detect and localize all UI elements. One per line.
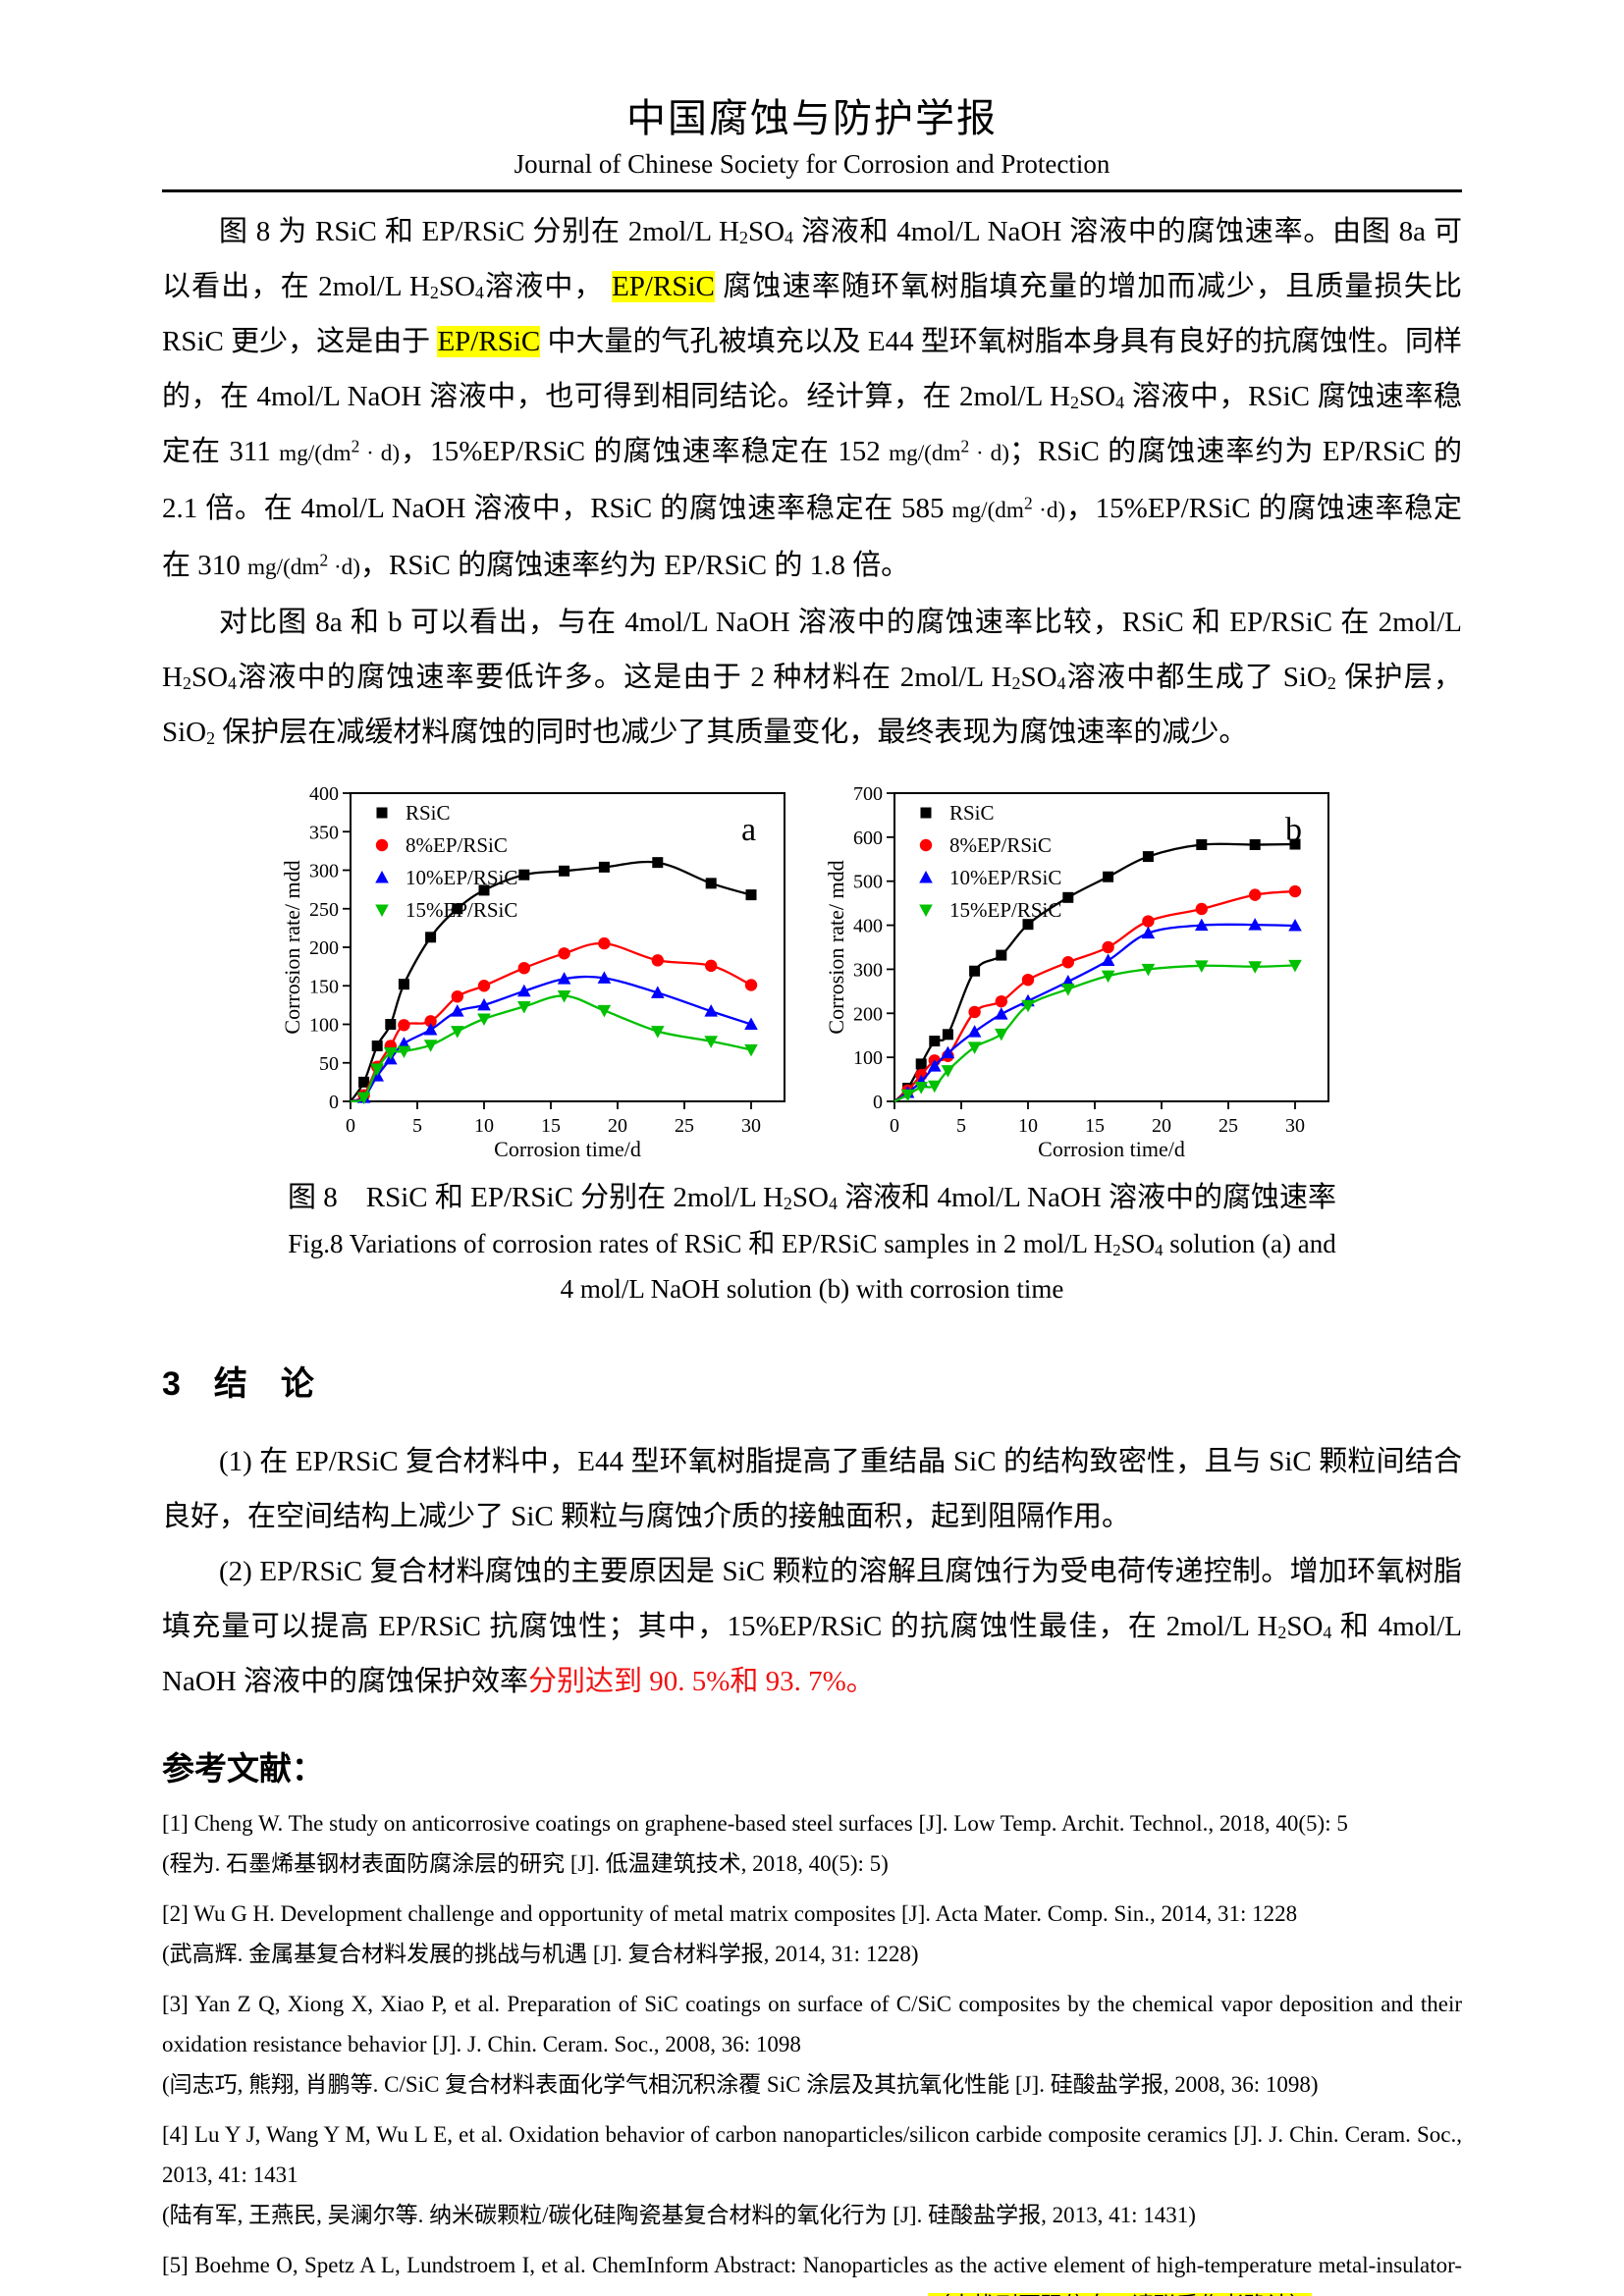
svg-text:8%EP/RSiC: 8%EP/RSiC <box>949 833 1052 857</box>
svg-text:20: 20 <box>1152 1115 1171 1137</box>
body-paragraph-1: 图 8 为 RSiC 和 EP/RSiC 分别在 2mol/L H2SO4 溶液… <box>162 216 1463 581</box>
chart-panel-a: 0 5 10 15 20 25 30 0 50 100 150 200 250 300 350 400 Corr… <box>280 781 800 1166</box>
reference-text: (武高辉. 金属基复合材料发展的挑战与机遇 [J]. 复合材料学报, 2014,… <box>162 1942 919 1966</box>
chart-svg: 0 5 10 15 20 25 30050100150200250300350400Corr… <box>280 783 785 1161</box>
svg-text:10%EP/RSiC: 10%EP/RSiC <box>949 866 1061 889</box>
svg-text:50: 50 <box>319 1053 339 1075</box>
figure-caption-en-line1: Fig.8 Variations of corrosion rates of R… <box>288 1229 1336 1259</box>
svg-text:RSiC: RSiC <box>406 801 451 825</box>
svg-text:15: 15 <box>541 1115 561 1137</box>
svg-text:Corrosion rate/ mdd: Corrosion rate/ mdd <box>280 860 304 1034</box>
svg-text:300: 300 <box>309 861 339 882</box>
reference-text: [5] Boehme O, Spetz A L, Lundstroem I, e… <box>162 2245 1462 2296</box>
svg-text:5: 5 <box>956 1115 966 1137</box>
reference-item: [5] Boehme O, Spetz A L, Lundstroem I, e… <box>162 2245 1462 2296</box>
svg-text:150: 150 <box>309 976 339 997</box>
reference-item: [1] Cheng W. The study on anticorrosive … <box>162 1803 1462 1884</box>
journal-header: 中国腐蚀与防护学报 Journal of Chinese Society for… <box>162 86 1462 180</box>
reference-text: (陆有军, 王燕民, 吴澜尔等. 纳米碳颗粒/碳化硅陶瓷基复合材料的氧化行为 [… <box>162 2203 1196 2227</box>
svg-text:0: 0 <box>329 1092 339 1113</box>
svg-text:a: a <box>741 812 756 848</box>
header-rule <box>162 189 1462 192</box>
svg-text:0: 0 <box>890 1115 899 1137</box>
svg-text:25: 25 <box>675 1115 694 1137</box>
svg-text:200: 200 <box>309 937 339 959</box>
reference-text: [3] Yan Z Q, Xiong X, Xiao P, et al. Pre… <box>162 1992 1462 2056</box>
svg-text:10: 10 <box>1018 1115 1038 1137</box>
svg-text:20: 20 <box>608 1115 627 1137</box>
svg-text:8%EP/RSiC: 8%EP/RSiC <box>406 833 508 857</box>
svg-text:15: 15 <box>1085 1115 1105 1137</box>
figure-caption-en-line2: 4 mol/L NaOH solution (b) with corrosion… <box>560 1274 1064 1304</box>
svg-text:Corrosion time/d: Corrosion time/d <box>1038 1137 1185 1161</box>
svg-text:400: 400 <box>309 783 339 805</box>
reference-text: [4] Lu Y J, Wang Y M, Wu L E, et al. Oxi… <box>162 2122 1462 2187</box>
svg-text:30: 30 <box>1285 1115 1305 1137</box>
svg-text:0: 0 <box>873 1092 883 1113</box>
chart-panel-b: 0 5 10 15 20 25 30 0 100 200 300 400 500 600 700 Corros… <box>824 781 1344 1166</box>
svg-text:5: 5 <box>412 1115 422 1137</box>
svg-text:25: 25 <box>1218 1115 1238 1137</box>
conclusion-point-1: (1) 在 EP/RSiC 复合材料中，E44 型环氧树脂提高了重结晶 SiC … <box>162 1446 1462 1532</box>
figure-caption-cn: 图 8 RSiC 和 EP/RSiC 分别在 2mol/L H2SO4 溶液和 … <box>288 1182 1336 1214</box>
svg-text:10: 10 <box>474 1115 494 1137</box>
reference-text: [2] Wu G H. Development challenge and op… <box>162 1901 1298 1926</box>
journal-title-cn: 中国腐蚀与防护学报 <box>626 96 998 140</box>
svg-text:100: 100 <box>309 1015 339 1037</box>
section-3-heading: 3 结 论 <box>162 1365 314 1403</box>
svg-text:15%EP/RSiC: 15%EP/RSiC <box>949 898 1061 922</box>
figure-8-charts: 0 5 10 15 20 25 30 0 50 100 150 200 250 300 350 400 Corr… <box>162 781 1462 1166</box>
reference-item: [2] Wu G H. Development challenge and op… <box>162 1894 1462 1974</box>
svg-text:RSiC: RSiC <box>949 801 995 825</box>
reference-item: [3] Yan Z Q, Xiong X, Xiao P, et al. Pre… <box>162 1984 1462 2105</box>
reference-text: (闫志巧, 熊翔, 肖鹏等. C/SiC 复合材料表面化学气相沉积涂覆 SiC … <box>162 2072 1319 2097</box>
svg-text:200: 200 <box>853 1003 883 1025</box>
svg-text:600: 600 <box>853 828 883 849</box>
chart-svg: 0 5 10 15 20 25 300100200300400500600700Corros… <box>824 783 1329 1161</box>
svg-text:300: 300 <box>853 959 883 981</box>
journal-title-en: Journal of Chinese Society for Corrosion… <box>514 149 1110 179</box>
reference-text: (程为. 石墨烯基钢材表面防腐涂层的研究 [J]. 低温建筑技术, 2018, … <box>162 1851 889 1876</box>
svg-text:700: 700 <box>853 783 883 805</box>
body-paragraph-2: 对比图 8a 和 b 可以看出，与在 4mol/L NaOH 溶液中的腐蚀速率比… <box>162 607 1462 749</box>
svg-text:400: 400 <box>853 916 883 937</box>
references-heading: 参考文献： <box>162 1750 324 1787</box>
conclusion-point-2: (2) EP/RSiC 复合材料腐蚀的主要原因是 SiC 颗粒的溶解且腐蚀行为受… <box>162 1556 1462 1697</box>
svg-text:350: 350 <box>309 822 339 843</box>
svg-text:Corrosion time/d: Corrosion time/d <box>494 1137 641 1161</box>
svg-text:30: 30 <box>741 1115 761 1137</box>
reference-item: [4] Lu Y J, Wang Y M, Wu L E, et al. Oxi… <box>162 2114 1462 2235</box>
svg-text:0: 0 <box>346 1115 355 1137</box>
svg-text:500: 500 <box>853 872 883 893</box>
svg-text:b: b <box>1285 812 1302 848</box>
reference-text: [1] Cheng W. The study on anticorrosive … <box>162 1811 1348 1836</box>
svg-text:250: 250 <box>309 899 339 921</box>
svg-text:100: 100 <box>853 1047 883 1069</box>
svg-text:15%EP/RSiC: 15%EP/RSiC <box>406 898 517 922</box>
references-list: [1] Cheng W. The study on anticorrosive … <box>162 1803 1462 2296</box>
svg-text:Corrosion rate/ mdd: Corrosion rate/ mdd <box>824 860 848 1034</box>
svg-text:10%EP/RSiC: 10%EP/RSiC <box>406 866 517 889</box>
